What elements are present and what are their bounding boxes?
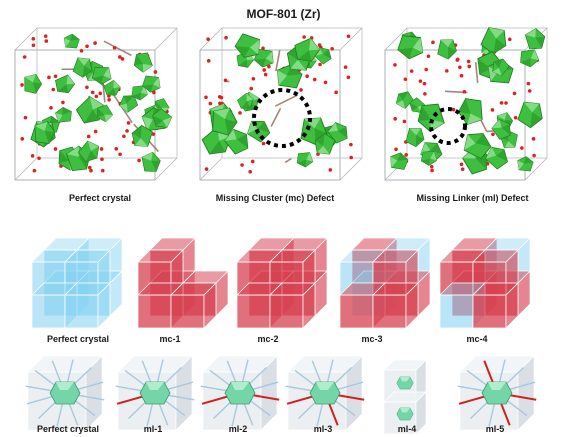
mid-label-perfect-crystal: Perfect crystal <box>46 334 110 344</box>
linker-cube-perfect-crystal <box>25 355 105 431</box>
bottom-label-ml-1: ml-1 <box>143 424 163 434</box>
bottom-label-ml-5: ml-5 <box>485 424 505 434</box>
linker-cube-ml-4 <box>383 359 427 435</box>
top-label-missing-linker: Missing Linker (ml) Defect <box>416 193 529 203</box>
bottom-label-ml-3: ml-3 <box>313 424 333 434</box>
mid-label-mc-3: mc-3 <box>361 334 383 344</box>
defect-marker <box>252 88 312 148</box>
cube-mc-1 <box>137 237 229 329</box>
mid-label-mc-2: mc-2 <box>257 334 279 344</box>
figure-title: MOF-801 (Zr) <box>246 7 321 21</box>
missing-cluster-structure <box>197 27 363 181</box>
cube-perfect-crystal <box>31 237 123 329</box>
linker-cube-ml-3 <box>285 355 365 431</box>
cube-mc-2 <box>236 237 328 329</box>
linker-cube-ml-5 <box>457 355 537 431</box>
defect-marker <box>429 107 467 145</box>
bottom-label-perfect-crystal: Perfect crystal <box>36 424 100 434</box>
bottom-label-ml-4: ml-4 <box>397 424 417 434</box>
top-label-perfect-crystal: Perfect crystal <box>68 193 132 203</box>
top-label-missing-cluster: Missing Cluster (mc) Defect <box>215 193 335 203</box>
mid-label-mc-4: mc-4 <box>466 334 488 344</box>
cube-mc-3 <box>339 237 431 329</box>
missing-linker-structure <box>384 24 550 181</box>
linker-cube-ml-1 <box>115 355 195 431</box>
cube-mc-4 <box>439 237 531 329</box>
bottom-label-ml-2: ml-2 <box>228 424 248 434</box>
perfect-crystal-structure <box>14 27 178 181</box>
mid-label-mc-1: mc-1 <box>159 334 181 344</box>
linker-cube-ml-2 <box>200 355 280 431</box>
